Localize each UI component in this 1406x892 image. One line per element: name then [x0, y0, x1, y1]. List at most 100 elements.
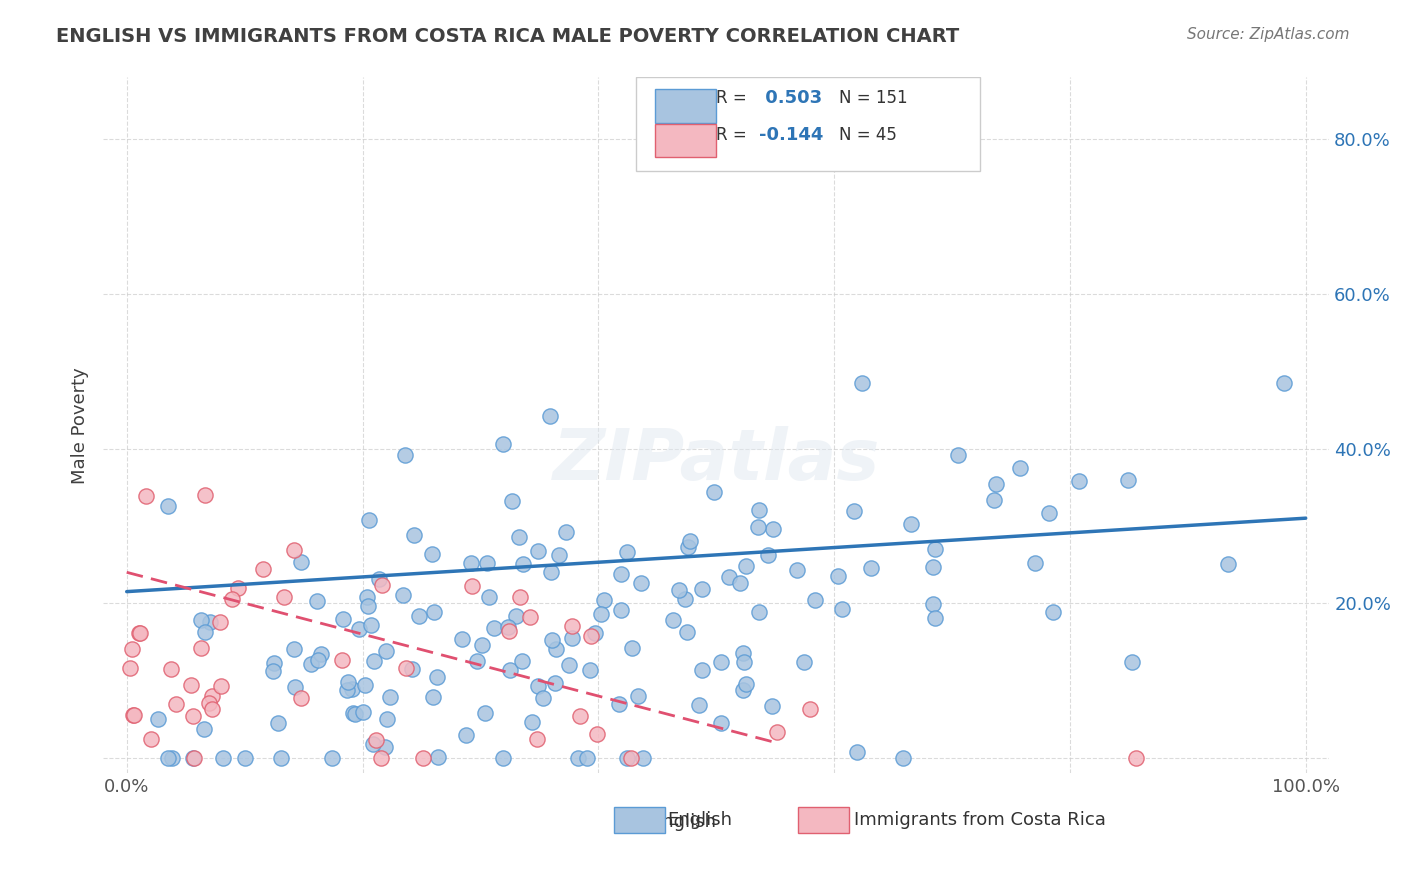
Point: [343, 707, 366, 722]
Point: [541, 632, 564, 647]
Point: [703, 485, 725, 500]
Point: [181, 709, 204, 723]
Point: [194, 488, 217, 502]
Point: [284, 681, 307, 695]
Point: [548, 548, 571, 562]
Point: [756, 548, 779, 562]
Point: [221, 591, 243, 606]
Point: [307, 593, 329, 607]
Point: [460, 556, 482, 570]
Point: [793, 655, 815, 669]
Point: [374, 740, 396, 755]
Point: [198, 696, 221, 710]
Point: [157, 751, 180, 765]
Point: [831, 602, 853, 616]
Point: [321, 751, 343, 765]
Point: [616, 751, 638, 765]
Point: [283, 642, 305, 657]
Point: [558, 658, 581, 673]
Point: [194, 624, 217, 639]
Point: [201, 689, 224, 703]
Point: [627, 689, 650, 703]
Point: [128, 625, 150, 640]
Point: [160, 662, 183, 676]
Point: [579, 629, 602, 643]
Point: [266, 716, 288, 731]
Point: [591, 607, 613, 622]
Text: R =: R =: [716, 126, 752, 145]
Point: [402, 528, 425, 542]
Point: [827, 568, 849, 582]
Point: [307, 653, 329, 667]
Point: [527, 543, 550, 558]
Point: [512, 558, 534, 572]
Point: [576, 751, 599, 765]
Point: [676, 540, 699, 554]
Point: [544, 641, 567, 656]
Point: [761, 699, 783, 714]
Point: [531, 690, 554, 705]
Point: [290, 690, 312, 705]
Point: [786, 563, 808, 577]
Point: [492, 437, 515, 451]
Point: [844, 503, 866, 517]
Point: [121, 641, 143, 656]
Point: [733, 682, 755, 697]
Point: [568, 709, 591, 723]
Point: [799, 702, 821, 716]
Point: [262, 665, 284, 679]
Point: [984, 476, 1007, 491]
Point: [180, 678, 202, 692]
Point: [395, 661, 418, 675]
Point: [762, 522, 785, 536]
Point: [1024, 556, 1046, 570]
Point: [354, 678, 377, 692]
Point: [375, 643, 398, 657]
Point: [499, 664, 522, 678]
Point: [226, 581, 249, 595]
Point: [1067, 474, 1090, 488]
Point: [538, 409, 561, 423]
Point: [621, 641, 644, 656]
Point: [475, 557, 498, 571]
Point: [290, 556, 312, 570]
Point: [583, 626, 606, 640]
Text: ZIPatlas: ZIPatlas: [553, 425, 880, 495]
Point: [330, 653, 353, 667]
Point: [561, 632, 583, 646]
Point: [735, 677, 758, 691]
Point: [128, 625, 150, 640]
Point: [347, 622, 370, 636]
Point: [337, 674, 360, 689]
Point: [375, 711, 398, 725]
Point: [1042, 605, 1064, 619]
Point: [804, 593, 827, 607]
Point: [673, 591, 696, 606]
Point: [408, 609, 430, 624]
Point: [478, 591, 501, 605]
Point: [900, 517, 922, 532]
Point: [578, 663, 600, 677]
Point: [692, 582, 714, 596]
Point: [360, 617, 382, 632]
Point: [156, 499, 179, 513]
Point: [412, 751, 434, 765]
Text: N = 151: N = 151: [839, 89, 907, 107]
Point: [498, 624, 520, 638]
Point: [501, 493, 523, 508]
Point: [270, 751, 292, 765]
Point: [465, 654, 488, 668]
Point: [748, 605, 770, 619]
Point: [423, 605, 446, 619]
Point: [620, 751, 643, 765]
Point: [181, 751, 204, 765]
Point: [748, 502, 770, 516]
Point: [364, 733, 387, 747]
Point: [668, 582, 690, 597]
Point: [357, 513, 380, 527]
Point: [356, 591, 378, 605]
Point: [921, 597, 943, 611]
Point: [860, 561, 883, 575]
Point: [676, 624, 699, 639]
Text: Immigrants from Costa Rica: Immigrants from Costa Rica: [853, 811, 1105, 829]
